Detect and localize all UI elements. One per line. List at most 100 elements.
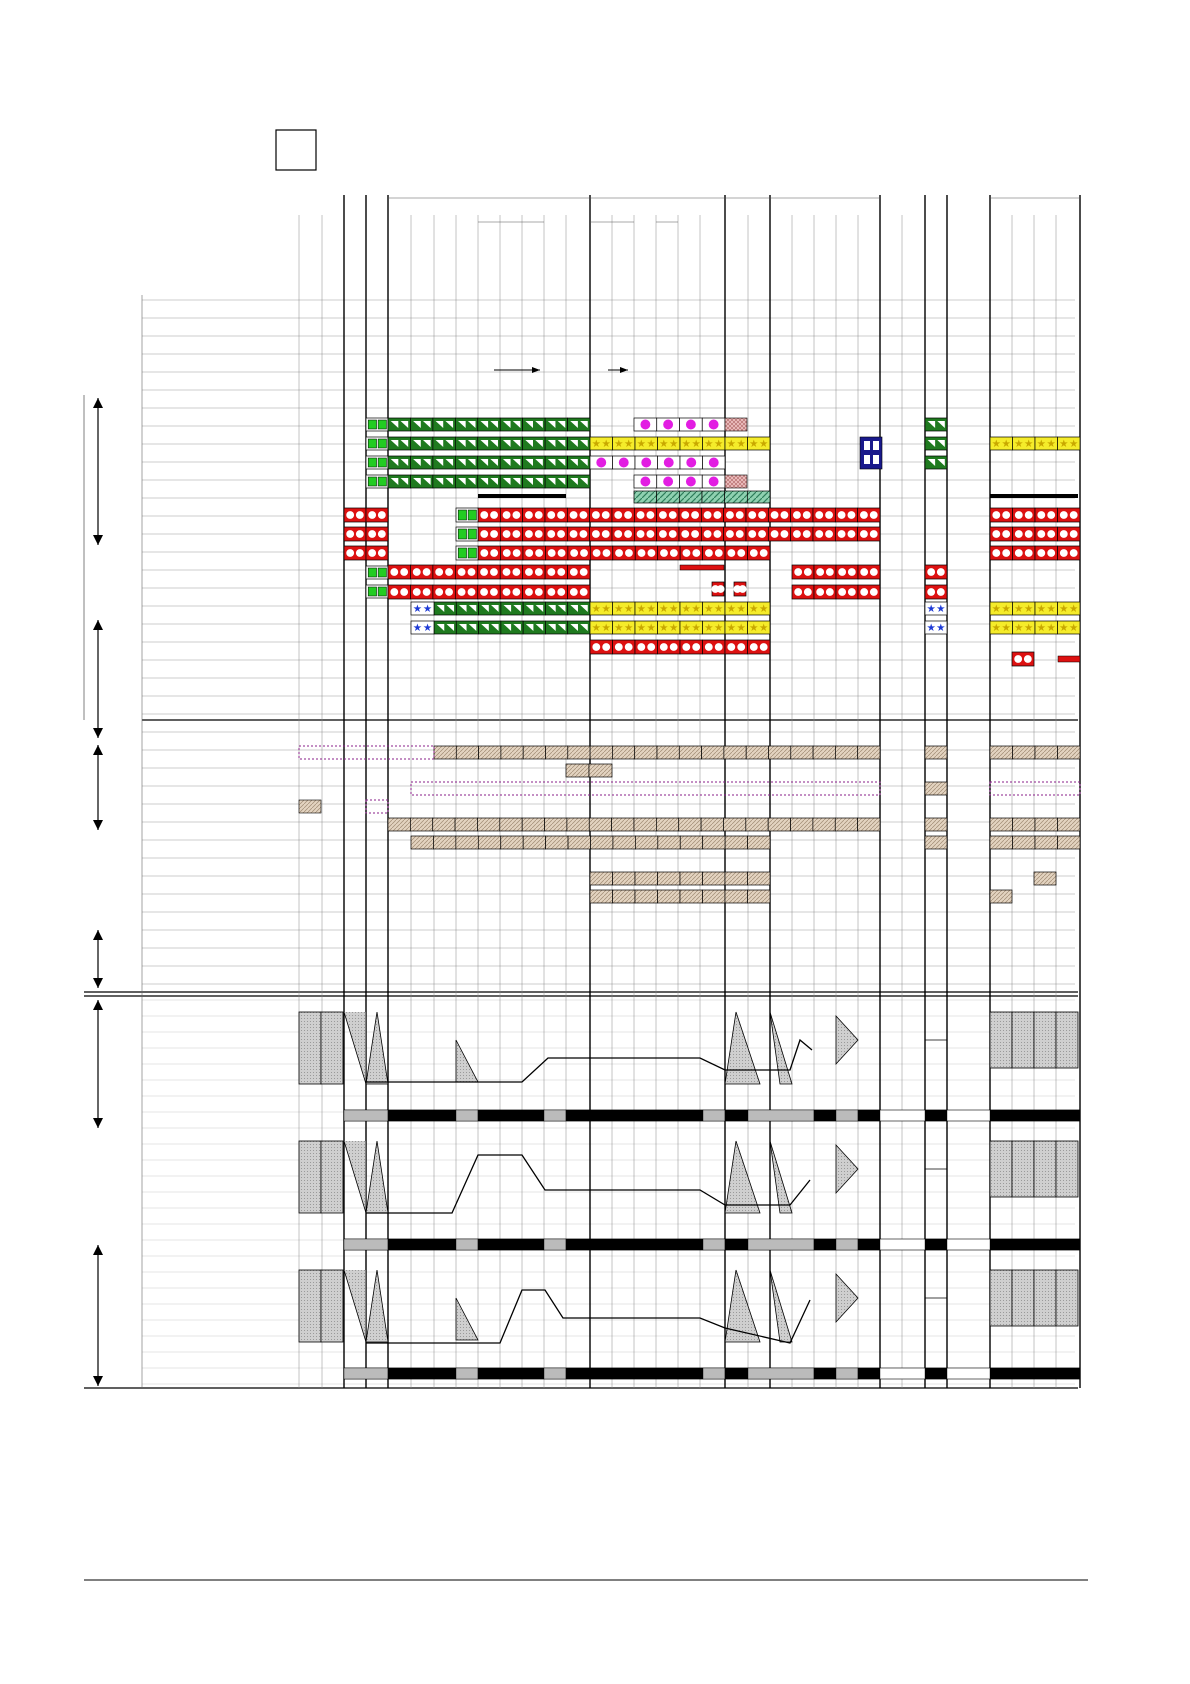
star-symbol: ★ [992,438,1001,450]
triangle-symbol [570,624,578,631]
star-symbol: ★ [692,438,701,450]
star-symbol: ★ [614,603,623,615]
star-symbol: ★ [602,603,611,615]
triangle-symbol [458,440,466,447]
dot-symbol [647,549,656,557]
triangle-symbol [435,421,444,428]
star-symbol: ★ [1002,438,1011,450]
status-segment [989,1367,1081,1380]
star-symbol: ★ [1014,438,1023,450]
schedule-cell [522,745,546,760]
dot-symbol [703,511,712,519]
star-symbol: ★ [727,438,736,450]
status-segment [724,1238,749,1251]
dot-symbol [592,549,601,557]
vertical-double-arrow-icon [93,1000,103,1010]
schedule-cell [656,817,680,832]
dot-symbol [525,511,533,519]
profile-block [1055,1269,1079,1327]
schedule-cell [1012,817,1036,832]
dot-symbol [816,588,825,596]
schedule-cell [657,835,681,850]
dot-symbol [435,568,444,576]
star-symbol: ★ [936,603,945,615]
triangle-symbol [423,421,431,428]
dot-symbol [377,549,386,557]
triangle-symbol [436,624,445,631]
dot-symbol [346,530,355,538]
dot-symbol [803,588,812,596]
schedule-cell [657,871,681,886]
star-symbol: ★ [737,438,746,450]
schedule-cell [767,817,791,832]
double-arrows [93,398,103,1386]
dot-symbol [1047,511,1056,519]
dot-symbol [490,549,499,557]
dot-symbol [869,568,878,576]
triangle-symbol [435,459,444,466]
vertical-double-arrow-icon [93,620,103,630]
triangle-symbol [937,421,945,428]
triangle-symbol [458,421,466,428]
profile-block [298,1011,322,1085]
star-symbol: ★ [704,438,713,450]
triangle-symbol [927,459,936,466]
dot-symbol [860,568,869,576]
star-symbol: ★ [659,603,668,615]
dot-symbol [547,588,556,596]
triangle-symbol [525,478,533,485]
vertical-double-arrow-icon [93,978,103,988]
dot-symbol [758,530,767,538]
triangle-symbol [445,421,454,428]
status-segment [477,1238,545,1251]
schedule-cell [812,817,836,832]
profile-block [989,1140,1013,1198]
schedule-cell [724,835,748,850]
dot-symbol [502,511,511,519]
star-symbol: ★ [749,622,758,634]
dot-symbol [770,511,779,519]
triangle-symbol [481,624,489,631]
navy-block-window [873,455,879,464]
star-symbol: ★ [614,622,623,634]
dot-symbol [624,511,633,519]
dot-symbol [502,588,511,596]
dot-symbol [592,530,600,538]
dot-symbol [445,568,453,576]
triangle-symbol [445,440,454,447]
star-symbol: ★ [669,438,678,450]
dot-symbol [490,511,498,519]
magenta-dot [685,476,696,487]
dot-symbol [601,511,610,519]
dot-symbol [838,568,847,576]
dot-symbol [557,549,566,557]
triangle-symbol [480,440,489,447]
star-symbol: ★ [727,622,736,634]
profile-triangle [724,1269,761,1343]
dot-symbol [659,511,667,519]
dot-symbol [579,568,588,576]
star-symbol: ★ [737,603,746,615]
magenta-dot [663,476,674,487]
dot-symbol [1059,530,1068,538]
schedule-cell [565,763,590,778]
schedule-cell [746,490,771,504]
hatched-cell [724,417,748,432]
triangle-symbol [467,440,476,447]
star-symbol: ★ [423,603,432,615]
dot-symbol [525,530,533,538]
triangle-symbol [557,440,566,447]
triangle-symbol [547,478,556,485]
schedule-cell [724,490,748,504]
profile-block [298,1140,322,1214]
dot-symbol [749,549,758,557]
schedule-cell [747,601,771,616]
star-symbol: ★ [682,603,691,615]
profile-block [320,1269,344,1343]
triangle-symbol [535,440,543,447]
triangle-symbol [490,440,498,447]
dot-symbol [579,511,588,519]
dot-symbol [992,511,1001,519]
dot-symbol [1024,511,1033,519]
magenta-dot [641,457,652,468]
